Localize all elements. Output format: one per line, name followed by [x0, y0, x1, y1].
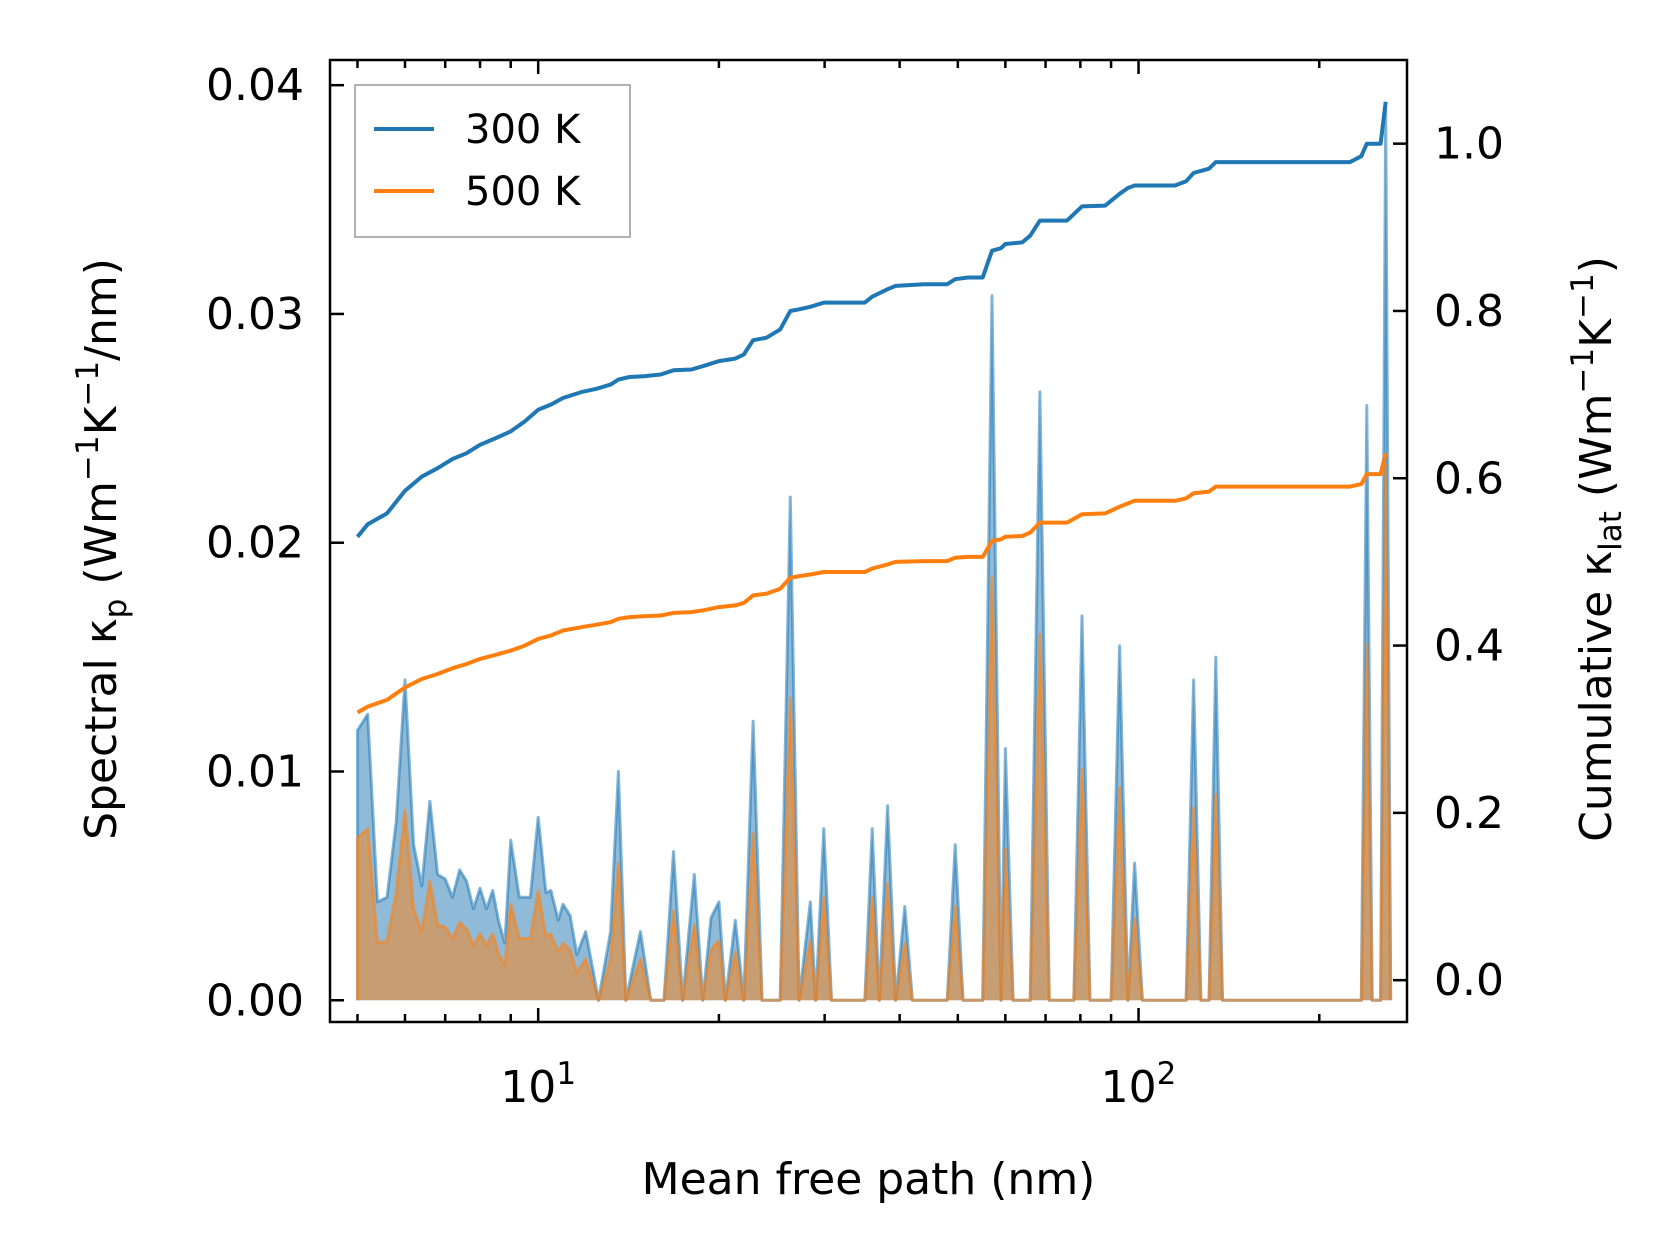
spectral-fill-500k: [357, 464, 1391, 1001]
y-right-tick-label: 1.0: [1434, 119, 1504, 170]
y-left-tick-label: 0.01: [206, 746, 304, 797]
y-left-tick-label: 0.04: [206, 60, 304, 111]
series-lines: [355, 101, 1388, 715]
y-right-tick-label: 0.4: [1434, 621, 1504, 672]
x-tick-label: 101: [500, 1056, 576, 1113]
legend-box: [354, 84, 631, 238]
y-right-tick-label: 0.2: [1434, 788, 1504, 839]
legend: 300 K 500 K: [354, 84, 631, 238]
y-left-tick-label: 0.03: [206, 289, 304, 340]
y-left-tick-label: 0.02: [206, 518, 304, 569]
legend-label-300k: 300 K: [465, 107, 582, 153]
x-tick-label: 102: [1101, 1056, 1177, 1113]
y-left-axis-label: Spectral κp (Wm−1K−1/nm): [70, 258, 134, 840]
spectral-fills: [356, 106, 1393, 1002]
x-axis-label: Mean free path (nm): [642, 1154, 1096, 1205]
y-right-tick-label: 0.8: [1434, 286, 1504, 337]
y-right-tick-label: 0.0: [1434, 955, 1504, 1006]
plot-frame: [328, 58, 1409, 1024]
y-right-tick-label: 0.6: [1434, 453, 1504, 504]
axis-ticks: [330, 60, 1407, 1022]
legend-label-500k: 500 K: [465, 169, 582, 215]
axis-labels: 0.00 0.01 0.02 0.03 0.04 0.0 0.2 0.4 0.6 0.8 1.0 10…: [70, 60, 1629, 1205]
cumulative-line-500k: [356, 452, 1388, 715]
spectral-line-500k: [356, 463, 1393, 1002]
y-right-axis-label: Cumulative κlat (Wm−1K−1): [1565, 256, 1629, 842]
spectral-fill-300k: [357, 108, 1391, 1001]
cumulative-line-300k: [355, 101, 1388, 539]
y-left-tick-label: 0.00: [206, 975, 304, 1026]
